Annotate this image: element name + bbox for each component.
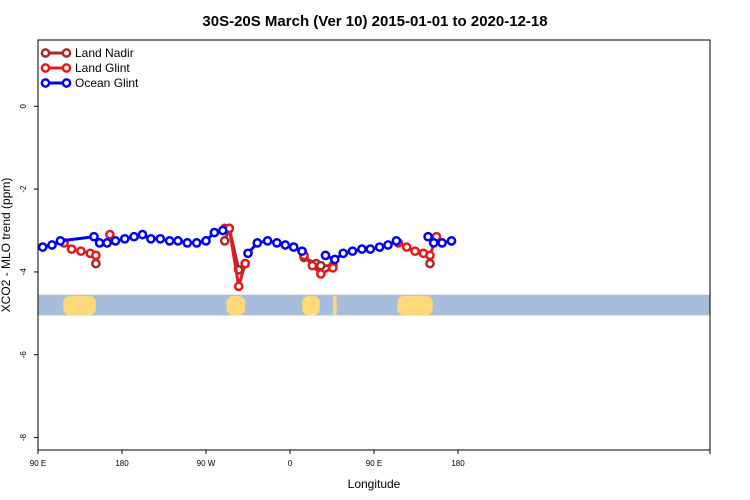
legend-label-land-nadir: Land Nadir [75,46,134,60]
ocean-glint-point-5 [102,238,112,248]
ocean-glint-point-24 [288,242,299,252]
ocean-glint-point-0 [37,242,48,252]
ocean-glint-point-6 [110,236,121,246]
ocean-glint-point-35 [423,231,433,242]
ocean-glint-point-22 [272,238,282,248]
ocean-glint-point-23 [280,240,291,250]
legend-marker-right-ocean-glint [61,78,72,88]
ocean-glint-point-13 [173,236,183,246]
legend-label-land-glint: Land Glint [75,61,130,75]
ocean-glint-point-16 [201,236,211,246]
land-segment-3 [332,295,337,316]
axis-layer: 90 E 180 90 W 0 90 E 180 0 -2 -4 -6 -8 [19,104,711,468]
x-tick-label-1: 180 [115,459,129,468]
ocean-glint-point-18 [217,225,228,236]
ocean-glint-point-20 [252,238,263,248]
x-tick-label-3: 0 [288,459,293,468]
ocean-glint-point-33 [383,240,393,250]
ocean-glint-point-1 [47,240,57,250]
land-glint-point-11 [307,260,318,271]
y-axis-label: XCO2 - MLO trend (ppm) [0,178,13,313]
x-tick-label-0: 90 E [30,459,46,468]
land-glint-point-5 [105,229,115,240]
legend-item-land-glint: Land Glint [40,61,130,75]
ocean-glint-point-17 [209,227,220,238]
ocean-glint-point-7 [119,233,130,244]
ocean-glint-point-31 [365,244,376,254]
ocean-glint-point-12 [164,236,175,246]
ocean-glint-point-3 [89,231,99,242]
y-tick-label-4: -8 [19,433,28,441]
x-tick-label-2: 90 W [197,459,216,468]
land-glint-point-18 [425,250,435,261]
series-ocean-glint [37,225,457,265]
land-glint-point-13 [328,262,338,273]
land-nadir-point-1 [219,236,230,246]
ocean-glint-point-21 [262,236,273,246]
legend-marker-right-land-glint [61,63,72,73]
land-nadir-point-9 [425,258,435,269]
legend-item-ocean-glint: Ocean Glint [40,76,139,90]
land-segment-0 [63,295,96,316]
legend-marker-left-ocean-glint [40,78,51,88]
land-ocean-band [38,294,710,316]
land-segment-2 [302,295,320,316]
land-glint-line-3 [302,254,334,276]
land-glint-point-2 [76,246,86,257]
ocean-glint-point-28 [338,248,349,259]
y-tick-label-3: -6 [19,351,28,359]
ocean-glint-point-11 [155,233,166,244]
ocean-glint-point-14 [182,238,193,248]
ocean-glint-point-36 [428,238,439,248]
ocean-glint-point-9 [137,229,148,240]
ocean-glint-point-2 [55,236,66,246]
ocean-glint-point-10 [146,233,156,244]
land-glint-point-8 [233,281,244,292]
ocean-glint-point-19 [243,248,253,259]
ocean-glint-point-15 [191,238,202,248]
land-glint-point-1 [66,244,77,254]
land-glint-point-12 [315,269,326,279]
ocean-glint-point-34 [391,236,402,246]
ocean-glint-point-25 [297,246,307,257]
legend-marker-left-land-nadir [40,48,51,58]
ocean-glint-point-27 [329,254,340,265]
ocean-glint-point-29 [347,246,358,257]
ocean-glint-point-4 [94,238,105,248]
ocean-glint-point-26 [320,250,331,261]
x-tick-label-5: 180 [451,459,465,468]
legend-label-ocean-glint: Ocean Glint [75,76,139,90]
land-segment-4 [397,295,433,316]
land-glint-point-16 [410,246,420,257]
land-segment-1 [226,295,246,316]
ocean-band [38,294,710,316]
ocean-glint-point-32 [374,242,385,252]
ocean-glint-point-8 [129,231,139,242]
legend-item-land-nadir: Land Nadir [40,46,134,60]
y-tick-label-2: -4 [19,268,28,276]
land-glint-line-2 [224,226,247,288]
land-nadir-point-0 [91,258,101,269]
legend-marker-right-land-nadir [61,48,72,58]
land-glint-point-4 [91,250,101,261]
ocean-glint-point-37 [437,238,447,248]
land-glint-point-9 [240,258,251,269]
ocean-glint-point-30 [357,244,367,254]
legend-marker-left-land-glint [40,63,51,73]
ocean-glint-point-38 [446,236,457,246]
plot-frame [37,39,711,451]
y-tick-label-1: -2 [19,185,28,193]
series-layer [37,223,457,292]
x-tick-label-4: 90 E [366,459,382,468]
chart-title: 30S-20S March (Ver 10) 2015-01-01 to 202… [202,13,547,30]
y-tick-label-0: 0 [19,104,28,109]
land-nadir-point-7 [315,260,326,271]
land-glint-point-15 [401,242,412,252]
x-axis-label: Longitude [348,477,401,491]
